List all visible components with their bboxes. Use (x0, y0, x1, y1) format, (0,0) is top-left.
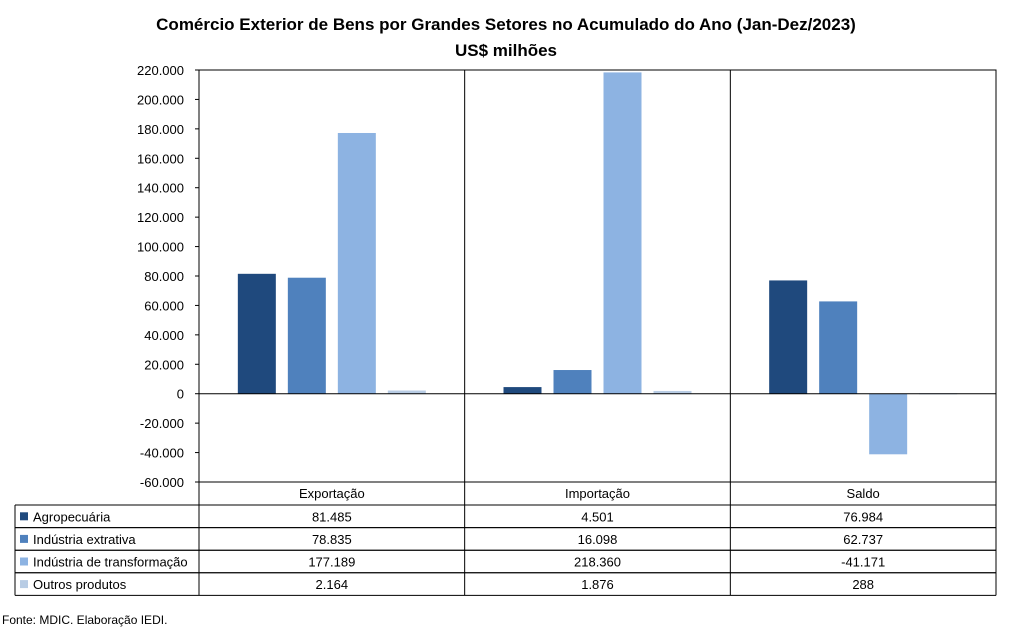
legend-swatch (20, 580, 28, 589)
source-note: Fonte: MDIC. Elaboração IEDI. (2, 613, 167, 627)
chart-subtitle: US$ milhões (455, 41, 557, 60)
y-tick-label: 160.000 (137, 151, 184, 166)
category-label: Exportação (299, 486, 365, 501)
bar (769, 280, 808, 394)
table-cell: 16.098 (578, 532, 618, 547)
table-cell: 177.189 (308, 555, 355, 570)
y-tick-label: 80.000 (144, 269, 184, 284)
y-tick-label: 0 (177, 387, 184, 402)
y-tick-label: 40.000 (144, 328, 184, 343)
y-tick-label: 180.000 (137, 122, 184, 137)
bar (237, 273, 276, 394)
table-cell: 4.501 (581, 509, 614, 524)
y-tick-label: 140.000 (137, 181, 184, 196)
bar (553, 370, 592, 394)
legend-label: Indústria extrativa (33, 532, 136, 547)
table-cell: 1.876 (581, 577, 614, 592)
legend-label: Agropecuária (33, 509, 111, 524)
plot-area: 220.000 200.000 180.000 160.000 140.000 120.0… (137, 63, 997, 490)
bar (819, 301, 858, 394)
y-tick-label: 220.000 (137, 63, 184, 78)
bar (287, 277, 326, 394)
y-tick-label: 100.000 (137, 240, 184, 255)
data-table: Exportação Importação Saldo Agropecuária 81.… (14, 482, 997, 596)
y-tick-label: 20.000 (144, 357, 184, 372)
chart-title: Comércio Exterior de Bens por Grandes Se… (156, 15, 856, 34)
bar (653, 390, 692, 394)
table-cell: 62.737 (843, 532, 883, 547)
table-cell: 81.485 (312, 509, 352, 524)
table-cell: 78.835 (312, 532, 352, 547)
y-tick-label: -40.000 (140, 446, 184, 461)
bar (337, 132, 376, 394)
category-label: Saldo (847, 486, 880, 501)
bar (869, 393, 908, 455)
table-cell: -41.171 (841, 555, 885, 570)
table-cell: 2.164 (316, 577, 349, 592)
y-tick-label: -20.000 (140, 416, 184, 431)
category-label: Importação (565, 486, 630, 501)
bar (503, 387, 542, 394)
bar (387, 390, 426, 394)
table-cell: 218.360 (574, 555, 621, 570)
legend-swatch (20, 557, 28, 566)
y-tick-label: 120.000 (137, 210, 184, 225)
table-cell: 288 (852, 577, 874, 592)
y-tick-label: 60.000 (144, 298, 184, 313)
legend-swatch (20, 534, 28, 543)
legend-swatch (20, 512, 28, 521)
table-cell: 76.984 (843, 509, 883, 524)
y-tick-label: 200.000 (137, 92, 184, 107)
legend-label: Indústria de transformação (33, 555, 188, 570)
y-tick-label: -60.000 (140, 475, 184, 490)
bar (603, 72, 642, 394)
legend-label: Outros produtos (33, 577, 127, 592)
